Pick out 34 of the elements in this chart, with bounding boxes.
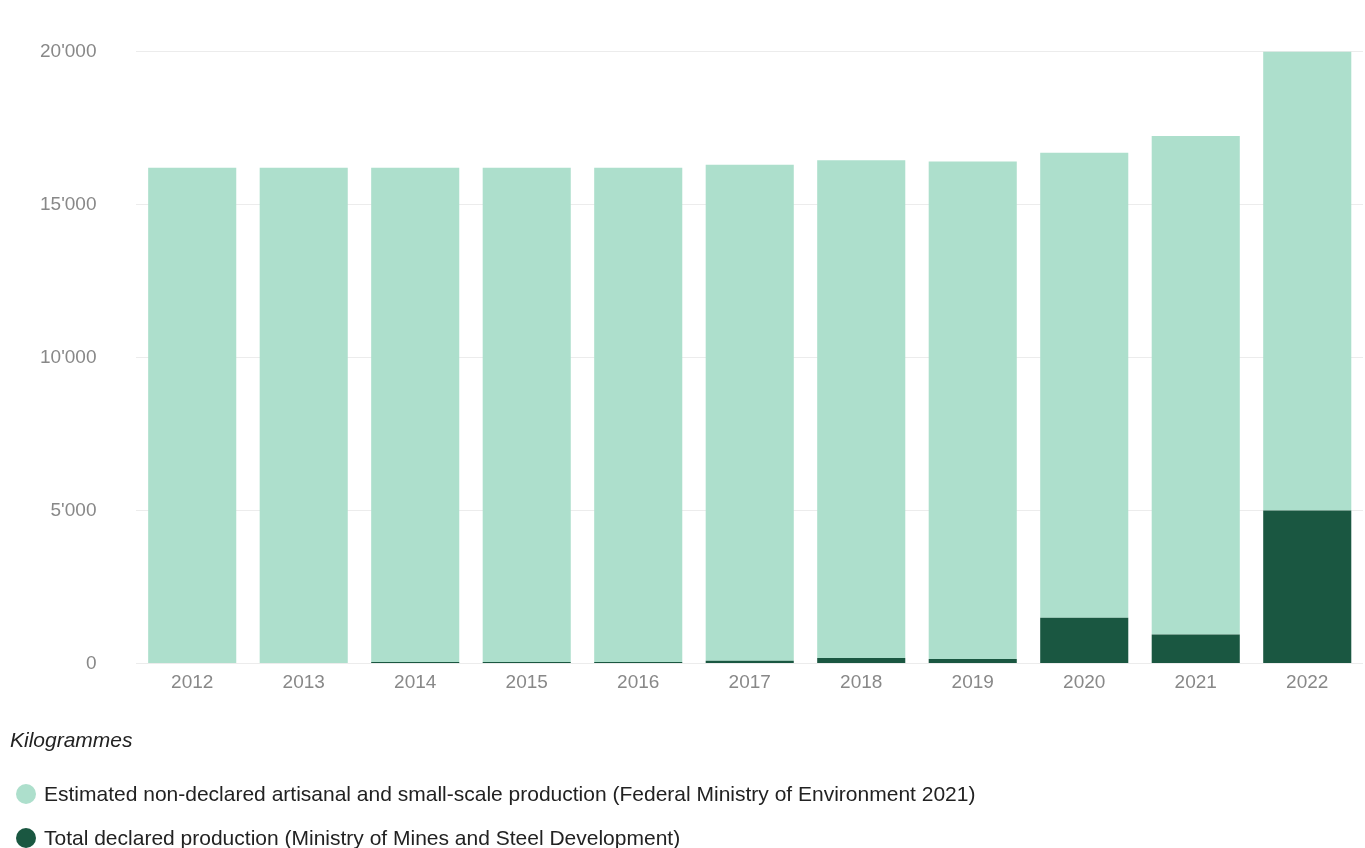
bar	[371, 167, 460, 663]
x-tick-label: 2018	[840, 671, 883, 693]
bar	[482, 167, 571, 663]
y-tick-label: 15'000	[39, 192, 97, 214]
x-tick-label: 2013	[282, 671, 325, 693]
bar	[1263, 510, 1352, 664]
bar	[1151, 135, 1240, 635]
x-tick-label: 2012	[171, 671, 214, 693]
legend-label: Estimated non-declared artisanal and small-scale production (Federal Ministry of Environment 2021)	[44, 782, 976, 806]
y-tick-label: 5'000	[50, 498, 97, 520]
bar	[148, 167, 237, 664]
x-tick-label: 2019	[951, 671, 994, 693]
bar	[928, 659, 1017, 664]
bar	[259, 167, 348, 664]
bar	[928, 161, 1017, 660]
x-tick-label: 2017	[728, 671, 771, 693]
bar	[594, 167, 683, 663]
x-tick-label: 2021	[1174, 671, 1217, 693]
y-tick-label: 0	[85, 651, 97, 673]
bar	[1040, 152, 1129, 618]
y-tick-label: 10'000	[39, 345, 97, 367]
y-axis-title: Kilogrammes	[10, 728, 133, 752]
bar	[1040, 617, 1129, 664]
y-tick-label: 20'000	[39, 39, 97, 61]
bar	[817, 160, 906, 659]
x-tick-label: 2020	[1063, 671, 1106, 693]
x-tick-label: 2015	[505, 671, 548, 693]
bar	[1263, 51, 1352, 511]
bar	[817, 658, 906, 664]
x-tick-label: 2016	[617, 671, 660, 693]
bar	[705, 164, 794, 661]
bar	[1151, 634, 1240, 664]
x-tick-label: 2022	[1286, 671, 1329, 693]
x-tick-label: 2014	[394, 671, 437, 693]
